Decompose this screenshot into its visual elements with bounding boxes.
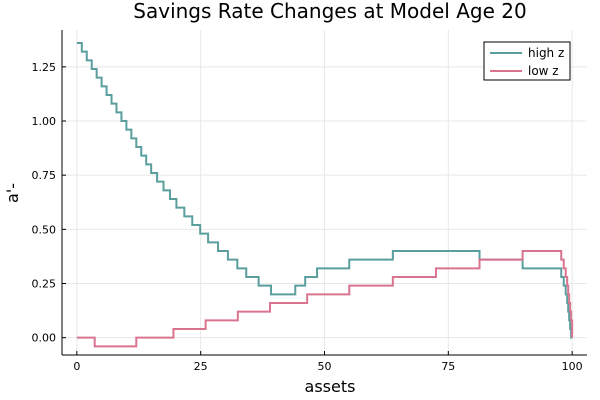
y-tick-label: 1.00 xyxy=(32,115,57,128)
series-line-high-z xyxy=(76,42,573,339)
series xyxy=(76,42,574,348)
x-tick-label: 75 xyxy=(441,360,455,373)
x-tick-label: 50 xyxy=(318,360,332,373)
x-tick-label: 25 xyxy=(194,360,208,373)
legend: high z low z xyxy=(483,41,571,81)
y-tick-label: 0.00 xyxy=(32,332,57,345)
legend-label-low-z: low z xyxy=(528,64,559,78)
axes xyxy=(61,30,587,356)
series-line-low-z xyxy=(76,250,574,348)
y-tick-label: 0.75 xyxy=(32,169,57,182)
legend-box xyxy=(483,41,571,81)
chart-title: Savings Rate Changes at Model Age 20 xyxy=(133,0,526,23)
x-axis-label: assets xyxy=(305,377,356,396)
x-tick-label: 0 xyxy=(73,360,80,373)
x-tick-label: 100 xyxy=(562,360,583,373)
y-tick-label: 0.25 xyxy=(32,278,57,291)
y-axis-label: a'- xyxy=(3,183,22,203)
legend-label-high-z: high z xyxy=(528,46,564,60)
y-tick-label: 1.25 xyxy=(32,61,57,74)
y-tick-label: 0.50 xyxy=(32,223,57,236)
tick-labels: 0 25 50 75 100 0.00 0.25 0.50 0.75 1.00 1.25 xyxy=(32,61,583,373)
